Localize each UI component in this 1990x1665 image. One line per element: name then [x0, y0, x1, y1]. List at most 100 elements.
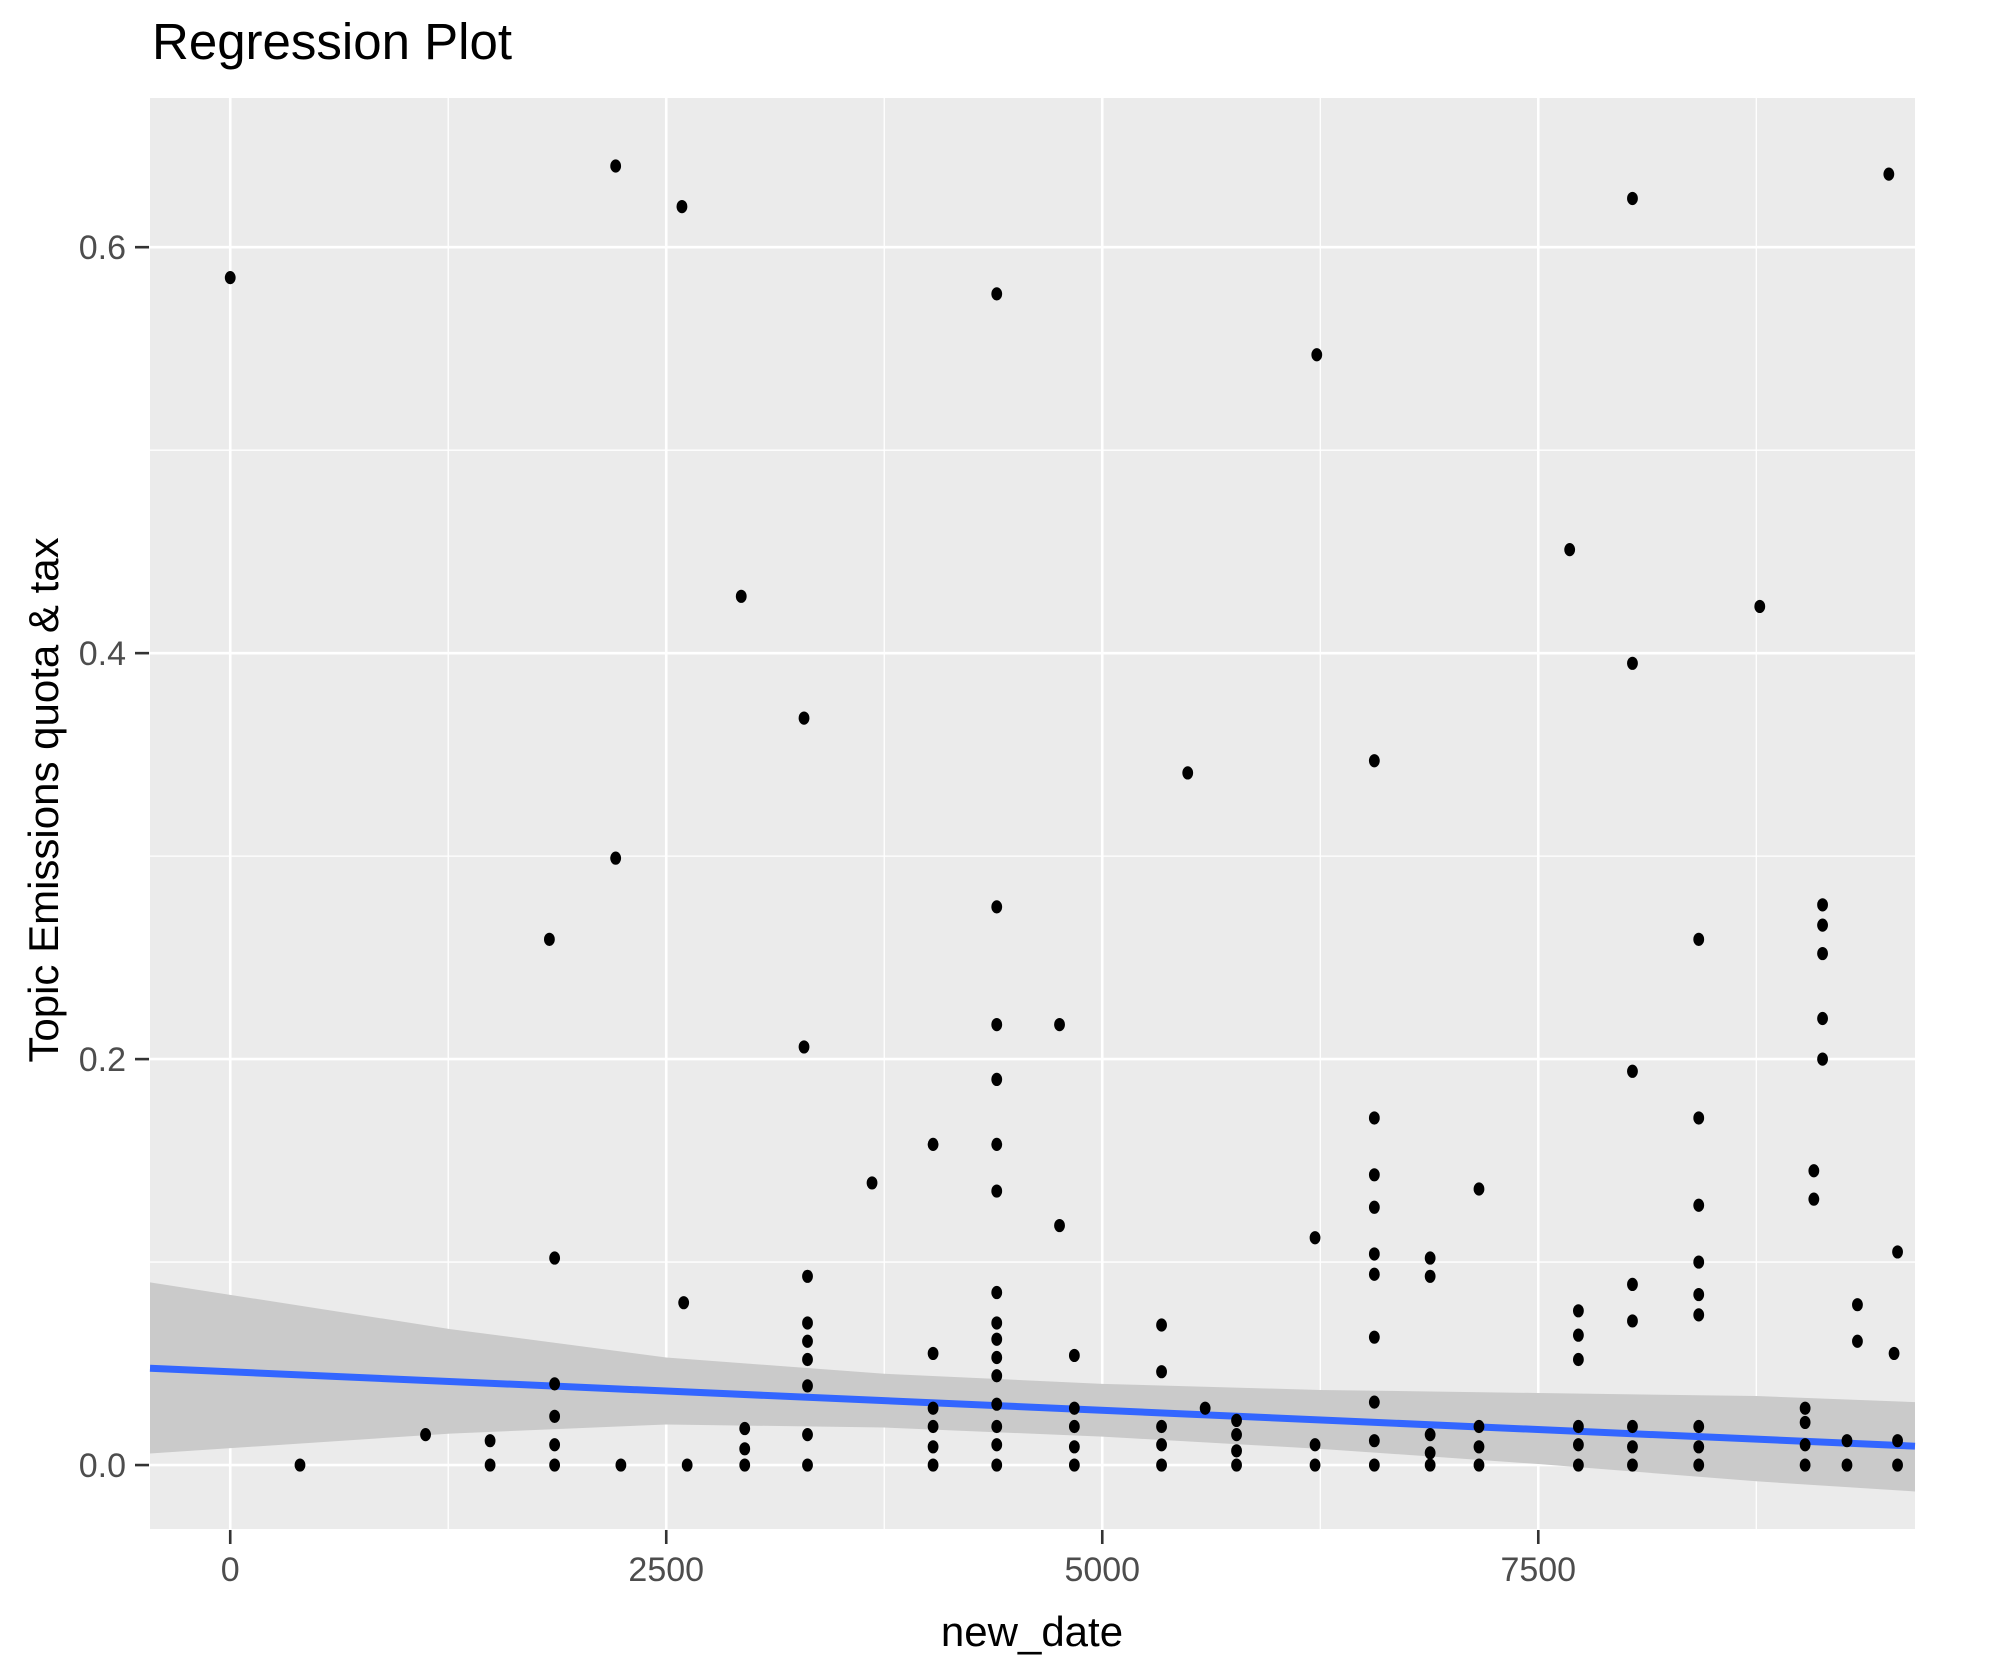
data-point: [1473, 1440, 1485, 1454]
data-point: [1572, 1304, 1584, 1318]
data-point: [991, 1438, 1003, 1452]
data-point: [1693, 1198, 1705, 1212]
data-point: [1693, 1111, 1705, 1125]
plot-title: Regression Plot: [152, 13, 513, 70]
data-point: [1808, 1164, 1820, 1178]
data-point: [927, 1419, 939, 1434]
data-point: [549, 1458, 561, 1472]
data-point: [1424, 1458, 1436, 1472]
data-point: [224, 271, 236, 285]
x-axis-title: new_date: [940, 1608, 1124, 1655]
data-point: [991, 900, 1003, 914]
regression-line: [149, 1364, 1916, 1450]
data-point: [1231, 1444, 1242, 1458]
data-point: [1627, 1440, 1638, 1454]
data-point: [1841, 1434, 1853, 1448]
data-point: [802, 1458, 813, 1472]
data-point: [1368, 754, 1380, 768]
data-point: [1473, 1458, 1485, 1472]
data-point: [1693, 1458, 1705, 1472]
data-point: [1693, 1255, 1705, 1269]
data-point: [1309, 1231, 1321, 1245]
data-point: [991, 1017, 1003, 1032]
data-point: [991, 1184, 1003, 1198]
data-point: [1627, 1064, 1638, 1078]
data-point: [610, 159, 622, 173]
data-point: [991, 1458, 1003, 1472]
data-point: [1817, 946, 1828, 961]
data-point: [1693, 1308, 1705, 1322]
data-point: [1068, 1458, 1080, 1472]
data-point: [802, 1352, 813, 1367]
data-point: [1368, 1111, 1380, 1125]
data-point: [294, 1458, 306, 1472]
data-point: [484, 1458, 496, 1472]
data-point: [1852, 1334, 1863, 1348]
data-point: [991, 287, 1003, 301]
data-point: [802, 1379, 813, 1393]
data-point: [927, 1346, 939, 1361]
data-point: [1883, 167, 1895, 181]
data-point: [866, 1176, 878, 1190]
data-point: [1424, 1446, 1436, 1460]
y-tick-label: 0.2: [79, 1041, 126, 1079]
data-point: [676, 199, 688, 214]
data-point: [1156, 1365, 1167, 1379]
data-point: [739, 1421, 751, 1436]
data-point: [1156, 1438, 1167, 1452]
data-point: [1068, 1440, 1080, 1454]
data-point: [1182, 766, 1194, 780]
data-point: [549, 1377, 561, 1391]
data-point: [991, 1285, 1003, 1300]
data-point: [927, 1137, 939, 1151]
data-point: [1311, 348, 1323, 362]
data-point: [1424, 1251, 1436, 1265]
data-point: [1368, 1200, 1380, 1214]
data-point: [739, 1458, 751, 1472]
data-point: [1817, 1052, 1828, 1066]
data-point: [1572, 1458, 1584, 1472]
data-point: [1799, 1415, 1811, 1430]
data-point: [1817, 898, 1828, 912]
data-point: [1627, 1458, 1638, 1472]
data-point: [991, 1419, 1003, 1434]
data-point: [1572, 1438, 1584, 1452]
data-point: [1693, 1440, 1705, 1454]
data-point: [1054, 1017, 1065, 1032]
data-point: [1231, 1458, 1242, 1472]
data-point: [739, 1442, 751, 1456]
data-point: [1627, 1277, 1638, 1292]
data-point: [1368, 1330, 1380, 1344]
data-point: [1799, 1438, 1811, 1452]
data-point: [420, 1428, 431, 1442]
data-point: [549, 1251, 561, 1265]
data-point: [802, 1428, 813, 1442]
confidence-band: [150, 1282, 1915, 1492]
data-point: [1054, 1218, 1065, 1233]
data-point: [802, 1269, 813, 1283]
data-point: [1799, 1401, 1811, 1415]
data-point: [798, 1040, 810, 1054]
data-point: [1627, 1419, 1638, 1434]
data-point: [1473, 1182, 1485, 1196]
data-point: [991, 1369, 1003, 1383]
data-point: [991, 1137, 1003, 1151]
x-tick-label: 0: [221, 1551, 240, 1589]
panel-background: [150, 98, 1915, 1529]
data-point: [1368, 1267, 1380, 1281]
data-point: [1693, 932, 1705, 946]
data-point: [1368, 1434, 1380, 1448]
y-tick-label: 0.6: [79, 229, 126, 267]
data-point: [484, 1434, 496, 1448]
data-point: [1424, 1269, 1436, 1283]
data-point: [1817, 918, 1828, 932]
data-point: [991, 1350, 1003, 1365]
data-point: [1368, 1395, 1380, 1409]
data-point: [681, 1458, 693, 1472]
data-point: [1754, 599, 1766, 614]
data-point: [1368, 1458, 1380, 1472]
data-point: [1627, 191, 1638, 206]
data-point: [1892, 1458, 1903, 1472]
